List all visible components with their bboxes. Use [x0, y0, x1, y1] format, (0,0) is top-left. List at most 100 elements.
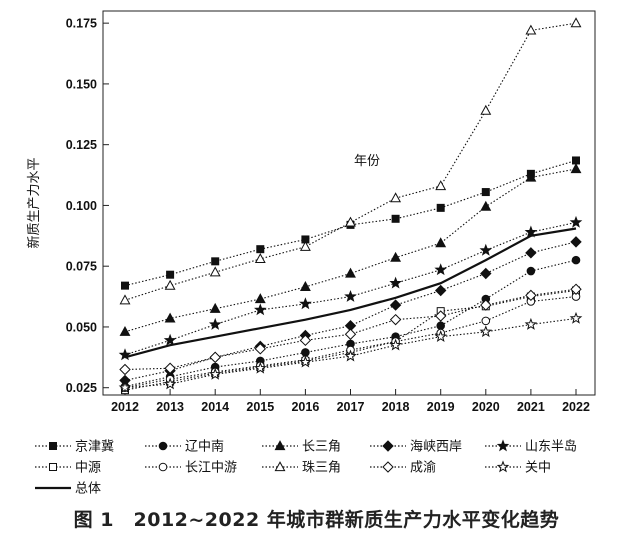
y-tick-label: 0.125 — [66, 138, 97, 152]
legend-label: 山东半岛 — [525, 439, 577, 455]
legend-marker — [382, 461, 394, 473]
data-point — [390, 192, 402, 203]
data-point — [299, 240, 311, 251]
legend-marker — [274, 461, 286, 472]
data-point — [254, 303, 267, 316]
legend-item: 珠三角 — [262, 461, 341, 476]
legend-item: 京津冀 — [35, 439, 114, 455]
figure-caption: 图 1 2012~2022 年城市群新质生产力水平变化趋势 — [73, 509, 560, 531]
data-point — [254, 293, 266, 304]
data-point — [572, 156, 580, 165]
x-tick-label: 2013 — [156, 400, 184, 414]
series-line — [124, 227, 577, 359]
data-point — [118, 381, 132, 394]
data-point — [391, 214, 400, 223]
series-9 — [118, 311, 583, 394]
y-tick-label: 0.175 — [66, 17, 97, 31]
x-tick-label: 2021 — [517, 400, 545, 414]
data-point — [570, 163, 582, 174]
data-point — [435, 237, 447, 248]
data-point — [389, 299, 402, 311]
legend-item: 中源 — [35, 461, 101, 476]
data-point — [389, 276, 402, 289]
data-point — [434, 330, 447, 343]
y-tick-label: 0.050 — [66, 320, 97, 334]
series-2 — [119, 163, 582, 336]
data-point — [119, 325, 131, 336]
x-tick-label: 2017 — [337, 400, 365, 414]
data-point — [436, 203, 445, 212]
data-point — [344, 328, 357, 340]
data-point — [480, 200, 492, 211]
series-line — [124, 159, 577, 287]
series-line — [124, 22, 577, 301]
data-point — [344, 289, 357, 302]
series-line — [124, 168, 577, 333]
legend-label: 关中 — [525, 461, 551, 476]
data-point — [164, 279, 176, 290]
data-point — [525, 24, 537, 35]
plot-frame — [102, 10, 596, 396]
data-point — [164, 312, 176, 323]
legend-item: 长三角 — [262, 440, 341, 455]
data-point — [390, 251, 402, 262]
legend-label: 长三角 — [302, 440, 341, 455]
data-point — [299, 297, 312, 310]
data-point — [163, 333, 177, 346]
data-point — [256, 245, 265, 254]
data-point — [119, 363, 131, 376]
series-layer — [118, 17, 583, 395]
x-axis-label: 年份 — [354, 154, 380, 169]
legend-label: 中源 — [75, 461, 101, 476]
x-tick-label: 2020 — [472, 400, 500, 414]
data-point — [569, 215, 583, 228]
x-tick-label: 2014 — [201, 400, 229, 414]
y-tick-label: 0.150 — [66, 77, 97, 91]
x-tick-label: 2012 — [111, 400, 139, 414]
data-point — [479, 325, 493, 338]
data-point — [434, 310, 447, 322]
series-line — [124, 241, 577, 381]
data-point — [526, 266, 536, 276]
legend-label: 珠三角 — [302, 461, 341, 476]
legend-label: 辽中南 — [185, 439, 224, 455]
legend-marker — [496, 439, 510, 452]
legend-item: 山东半岛 — [485, 439, 577, 455]
data-point — [481, 188, 490, 197]
legend-marker — [274, 440, 286, 451]
legend-marker — [49, 442, 57, 450]
data-point — [254, 343, 267, 355]
data-point — [389, 338, 402, 351]
data-point — [208, 367, 222, 380]
data-point — [479, 243, 493, 256]
data-point — [118, 348, 132, 361]
data-point — [434, 263, 447, 276]
data-point — [208, 317, 222, 330]
legend-label: 京津冀 — [75, 439, 114, 455]
data-point — [480, 104, 492, 115]
x-axis: 2012 2013 2014 2015 2016 2017 2018 2019 2020 2021… — [111, 154, 590, 414]
data-point — [436, 321, 446, 331]
data-point — [434, 284, 447, 297]
data-point — [569, 311, 583, 324]
data-point — [571, 255, 581, 265]
data-point — [525, 289, 537, 302]
y-axis-label: 新质生产力水平 — [26, 157, 42, 248]
legend-marker — [49, 463, 57, 471]
series-8 — [119, 283, 582, 376]
line-chart: 0.025 0.050 0.075 0.100 0.125 0.150 0.175 2012… — [26, 10, 596, 497]
y-tick-label: 0.100 — [66, 199, 97, 213]
legend-item: 长江中游 — [145, 461, 237, 476]
data-point — [209, 351, 221, 364]
legend-item: 辽中南 — [145, 439, 224, 455]
legend-marker — [158, 462, 168, 472]
data-point — [570, 17, 582, 28]
data-point — [254, 361, 267, 374]
data-point — [480, 299, 492, 311]
data-point — [119, 294, 131, 305]
data-point — [209, 266, 221, 277]
series-3 — [119, 236, 582, 387]
data-point — [164, 362, 176, 374]
legend-item: 海峡西岸 — [370, 440, 462, 455]
x-tick-label: 2015 — [246, 400, 274, 414]
